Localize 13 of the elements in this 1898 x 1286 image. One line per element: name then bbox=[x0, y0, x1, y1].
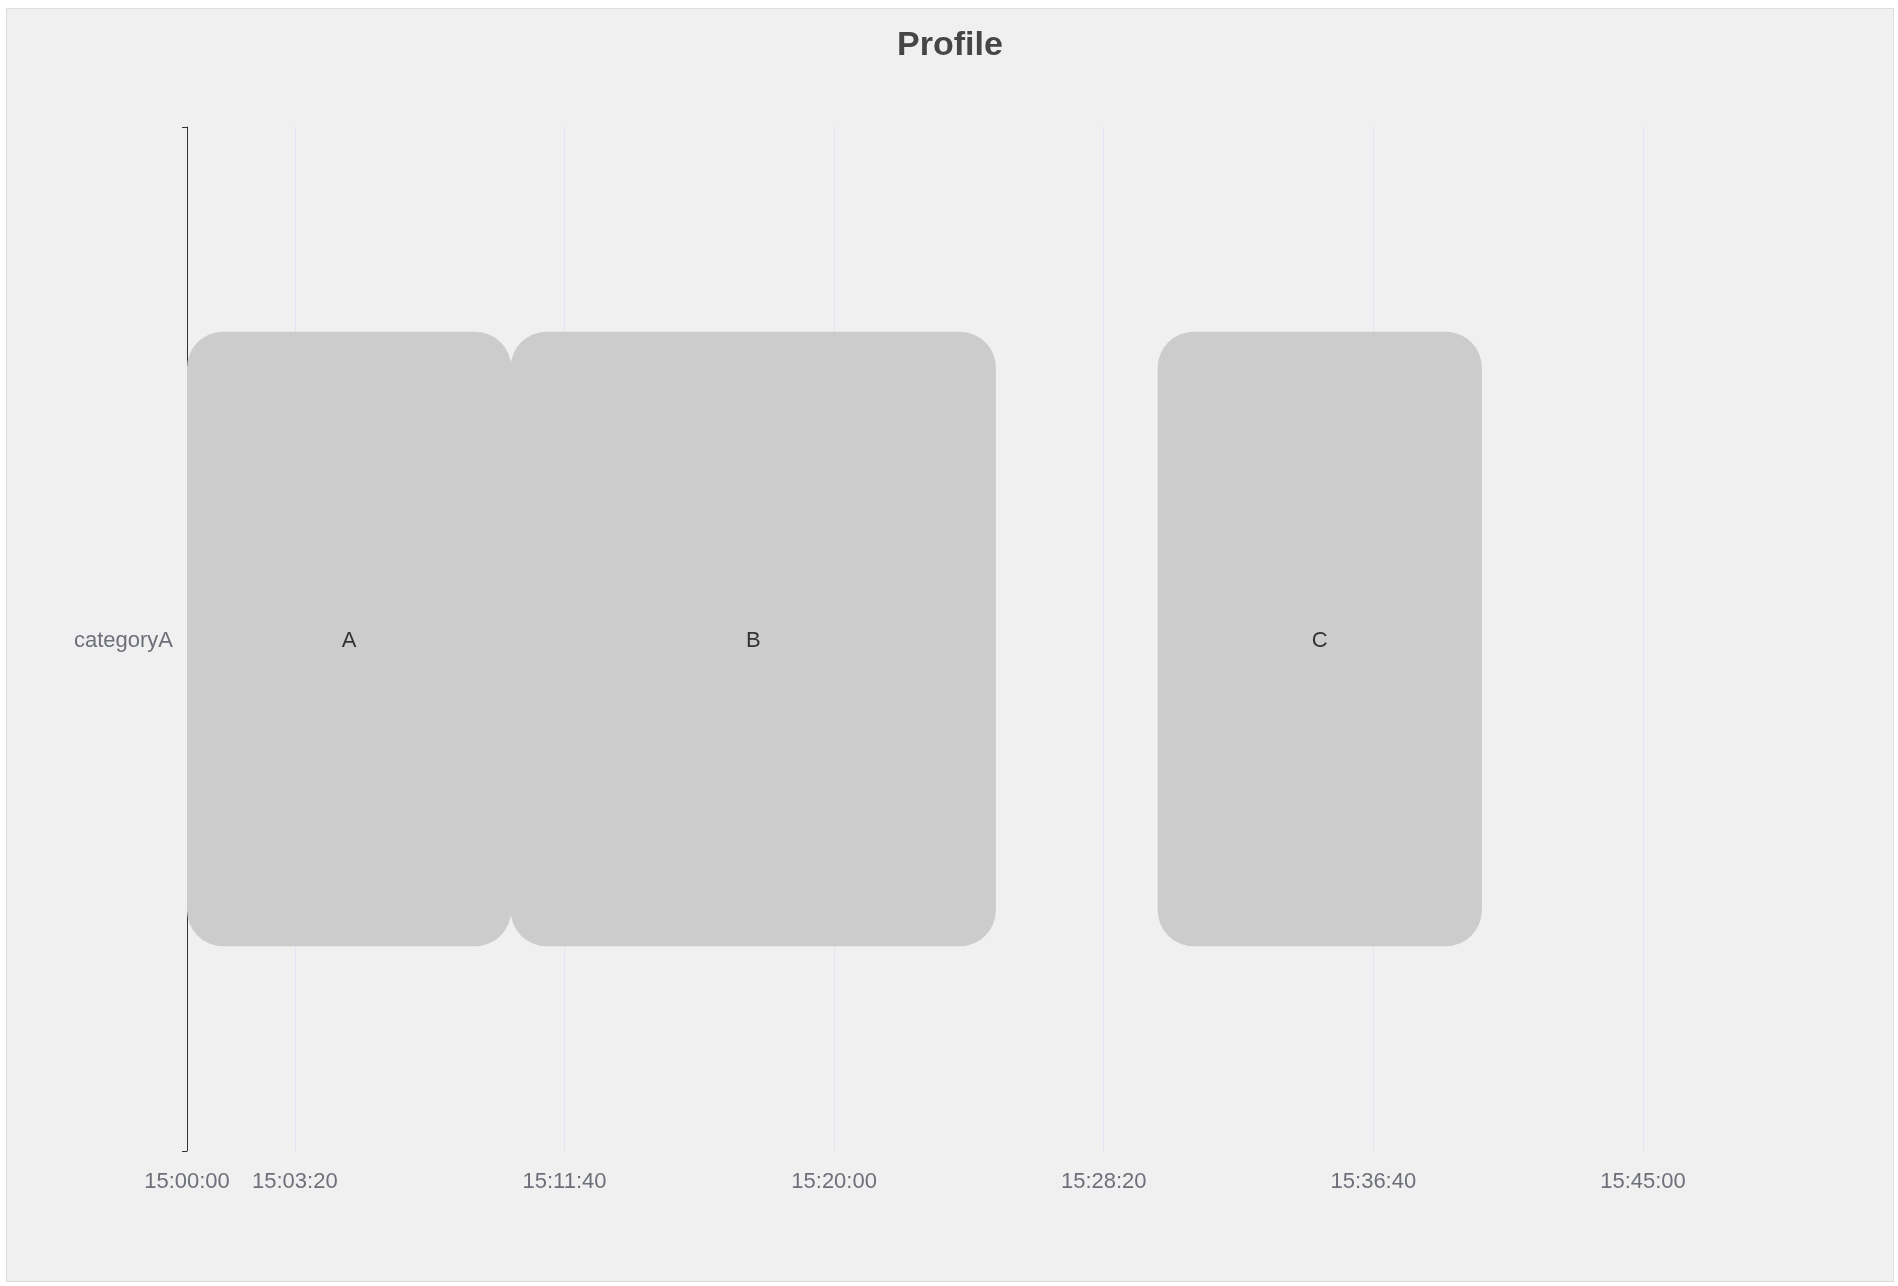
x-tick-label: 15:00:00 bbox=[144, 1167, 230, 1193]
bar bbox=[1157, 331, 1482, 947]
x-tick-label: 15:11:40 bbox=[522, 1167, 607, 1193]
x-tick-label: 15:45:00 bbox=[1600, 1167, 1686, 1193]
x-tick-label: 15:36:40 bbox=[1330, 1167, 1417, 1193]
x-tick-label: 15:28:20 bbox=[1060, 1167, 1147, 1193]
y-tick-label: categoryA bbox=[73, 626, 174, 652]
x-tick-label: 15:20:00 bbox=[791, 1167, 877, 1193]
series-label: C bbox=[1311, 626, 1328, 652]
chart-title: Profile bbox=[897, 24, 1003, 62]
series-label: A bbox=[341, 626, 357, 652]
series-label: B bbox=[745, 626, 761, 652]
x-tick-label: 15:03:20 bbox=[252, 1167, 338, 1193]
